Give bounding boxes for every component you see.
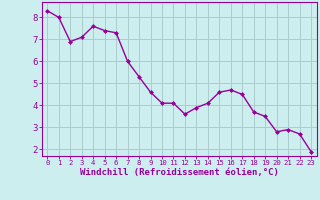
X-axis label: Windchill (Refroidissement éolien,°C): Windchill (Refroidissement éolien,°C) — [80, 168, 279, 177]
